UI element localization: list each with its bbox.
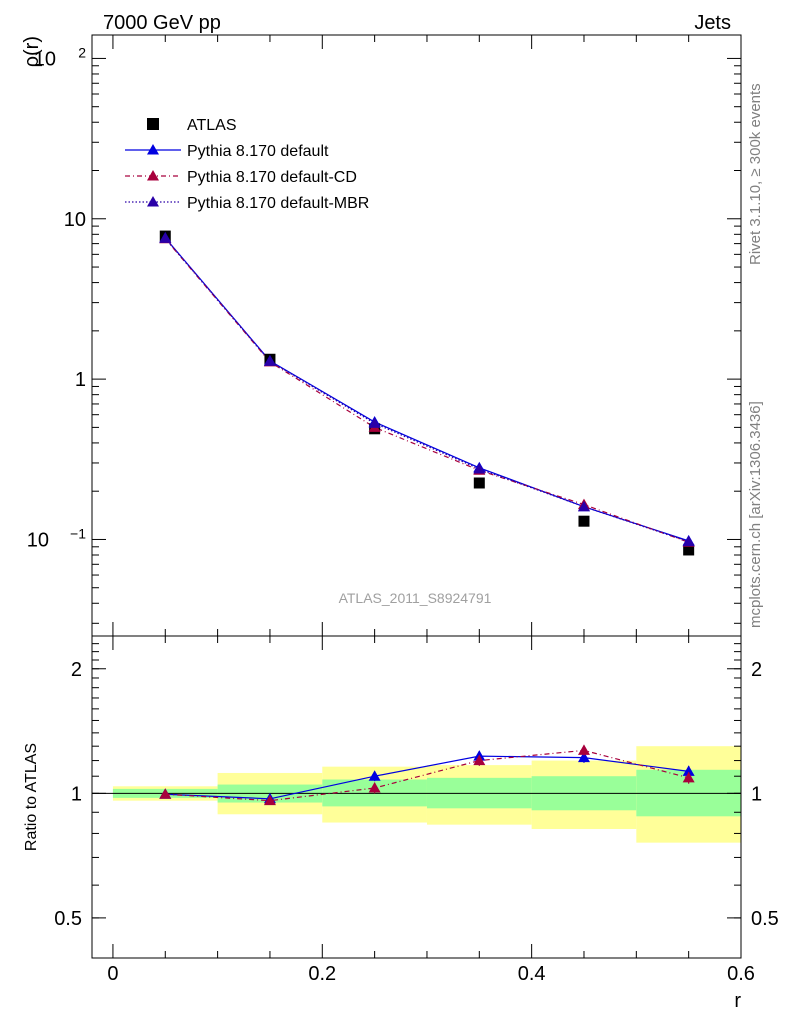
ratio-y-tick-label: 2 [71,659,82,681]
main-series-line-1 [164,238,689,543]
main-plot: 10 2 10 1 10 −1 ρ(r) ATLAS_2011_S8924791 ATLAS Py… [21,34,742,637]
ratio-series-0-point [682,765,695,776]
ratio-series-1-point [473,754,486,766]
ratio-series-1-point [159,788,172,799]
main-series-2-point [263,355,276,366]
ratio-series-0-point [577,751,590,763]
ratio-series-1-point [577,744,590,755]
main-series-2-point [473,463,486,474]
legend-series-2-label: Pythia 8.170 default-MBR [187,195,369,212]
ratio-y-tick-label-right: 1 [751,783,762,805]
ratio-series-line-0 [165,755,689,800]
legend-atlas-marker [147,118,159,130]
main-y-tick-label: 10 [64,209,86,231]
ratio-plot: 2 2 1 1 0.5 0.5 0 0.2 0.4 0.6 r Ratio to ATLAS [23,635,779,1012]
analysis-watermark: ATLAS_2011_S8924791 [339,590,492,606]
ratio-y-tick-label-right: 0.5 [751,908,779,930]
header-left: 7000 GeV pp [103,12,221,34]
atlas-data-point [473,477,485,489]
ratio-series-line-1 [165,749,689,802]
ratio-y-tick-label-right: 2 [751,659,762,681]
main-series-line-2 [164,237,689,543]
main-y-tick-label: 10 [34,48,56,70]
legend-atlas-label: ATLAS [187,117,237,134]
main-y-tick-exponent: 2 [78,44,86,60]
ratio-series-0-point [368,770,381,781]
atlas-data-point [683,544,695,556]
main-series-2-point [682,535,695,547]
legend-series-0-marker [147,144,159,155]
ratio-x-tick-label: 0.2 [308,963,336,985]
legend-series-2-marker [147,196,159,207]
ratio-x-tick-label: 0 [107,963,118,985]
ratio-y-axis-label: Ratio to ATLAS [23,743,40,851]
ratio-x-tick-label: 0.4 [518,963,546,985]
main-y-axis-label: ρ(r) [21,36,43,67]
x-axis-label: r [734,990,741,1012]
main-series-2-point [159,232,172,243]
main-y-tick-label: 10 [27,529,49,551]
ratio-series-1-point [368,782,381,793]
legend-series-1-label: Pythia 8.170 default-CD [187,169,357,186]
ratio-x-tick-label: 0.6 [727,963,755,985]
ratio-y-tick-label: 0.5 [54,908,82,930]
main-series-2-point [368,417,381,428]
legend-series-0-label: Pythia 8.170 default [187,143,329,160]
ratio-series-1-point [682,771,695,783]
atlas-data-point [578,515,590,527]
ratio-series-1-point [263,794,276,806]
main-series-2-point [577,500,590,512]
header-right: Jets [694,12,731,34]
main-series-line-0 [164,237,689,542]
mcplots-label: mcplots.cern.ch [arXiv:1306.3436] [747,401,764,628]
ratio-y-tick-label: 1 [71,783,82,805]
ratio-frame [91,635,742,959]
legend-series-1-marker [147,170,159,181]
rivet-label: Rivet 3.1.10, ≥ 300k events [747,83,764,265]
main-y-tick-label: 1 [75,369,86,391]
main-y-tick-exponent: −1 [70,525,86,541]
